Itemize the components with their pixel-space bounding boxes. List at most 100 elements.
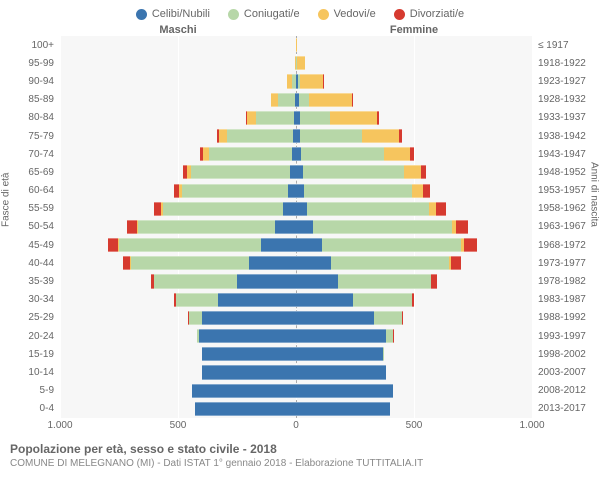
bar-row [60,127,532,145]
bar-segment [338,274,430,288]
male-side [60,56,296,70]
age-label: 90-94 [0,72,60,90]
bar-row [60,54,532,72]
birth-label: 1928-1932 [532,91,600,109]
female-side [296,111,532,125]
birth-label: 2008-2012 [532,382,600,400]
age-label: 0-4 [0,400,60,418]
bar-row [60,236,532,254]
male-side [60,311,296,325]
bar-segment [219,129,227,143]
age-label: 100+ [0,36,60,54]
age-label: 10-14 [0,363,60,381]
bar-row [60,182,532,200]
chart-area: Fasce di età 100+95-9990-9485-8980-8475-… [0,36,600,418]
bar-segment [299,93,310,107]
x-tick: 1.000 [519,420,544,431]
bar-row [60,145,532,163]
bar-segment [300,74,322,88]
bar-segment [202,311,296,325]
legend-swatch [136,9,147,20]
bar-segment [404,165,421,179]
male-side [60,129,296,143]
bar-segment [182,184,288,198]
bar-segment [399,129,402,143]
bar-segment [322,238,461,252]
bar-segment [412,184,423,198]
age-label: 35-39 [0,272,60,290]
bar-segment [464,238,477,252]
gender-headers: Maschi Femmine [0,24,600,36]
bar-segment [303,165,404,179]
bar-segment [304,184,413,198]
birth-label: 1978-1982 [532,272,600,290]
x-ticks: 1.00050005001.000 [60,418,532,436]
bar-segment [307,202,430,216]
female-side [296,184,532,198]
bar-segment [119,238,261,252]
bar-segment [209,147,292,161]
birth-label: 2003-2007 [532,363,600,381]
x-tick: 500 [170,420,187,431]
female-side [296,347,532,361]
bar-segment [313,220,452,234]
bar-row [60,218,532,236]
y-axis-title-left: Fasce di età [1,173,12,227]
bar-segment [131,256,249,270]
bar-segment [296,274,338,288]
age-label: 70-74 [0,145,60,163]
male-side [60,365,296,379]
male-side [60,74,296,88]
bar-segment [331,256,449,270]
age-label: 95-99 [0,54,60,72]
female-side [296,56,532,70]
bar-segment [261,238,296,252]
bar-segment [249,256,296,270]
female-side [296,38,532,52]
female-side [296,329,532,343]
male-side [60,384,296,398]
birth-year-labels: ≤ 19171918-19221923-19271928-19321933-19… [532,36,600,418]
x-tick: 0 [293,420,299,431]
bar-segment [353,293,412,307]
bar-segment [296,347,383,361]
age-label: 85-89 [0,91,60,109]
female-side [296,365,532,379]
bar-segment [423,184,430,198]
birth-label: 1918-1922 [532,54,600,72]
birth-label: 1973-1977 [532,254,600,272]
birth-label: 1933-1937 [532,109,600,127]
birth-label: 1923-1927 [532,72,600,90]
bar-segment [374,311,402,325]
age-label: 75-79 [0,127,60,145]
bar-segment [138,220,275,234]
x-tick: 500 [406,420,423,431]
bar-segment [227,129,293,143]
plot [60,36,532,418]
birth-label: 1993-1997 [532,327,600,345]
bar-segment [176,293,218,307]
bar-segment [218,293,296,307]
legend-swatch [228,9,239,20]
male-side [60,93,296,107]
age-label: 40-44 [0,254,60,272]
female-side [296,274,532,288]
bar-segment [195,402,296,416]
male-side [60,111,296,125]
bar-segment [352,93,353,107]
bar-row [60,345,532,363]
legend-label: Coniugati/e [244,8,300,20]
bar-segment [296,38,297,52]
bar-segment [377,111,379,125]
bar-segment [189,311,202,325]
male-side [60,402,296,416]
bar-segment [256,111,294,125]
birth-label: 1998-2002 [532,345,600,363]
bar-row [60,327,532,345]
bar-segment [296,384,393,398]
male-side [60,184,296,198]
bar-segment [421,165,427,179]
birth-label: ≤ 1917 [532,36,600,54]
bar-segment [296,220,313,234]
male-side [60,347,296,361]
